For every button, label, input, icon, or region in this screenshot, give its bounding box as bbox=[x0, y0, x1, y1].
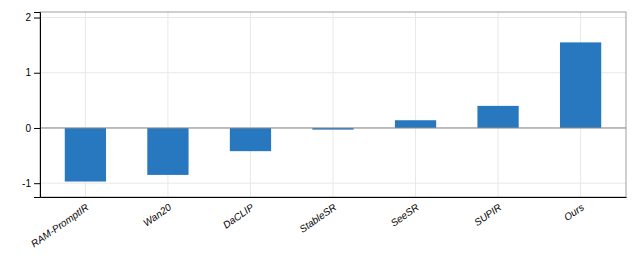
x-tick-label: DaCLIP bbox=[221, 201, 256, 230]
x-tick: SUPIR bbox=[472, 197, 503, 228]
y-tick-mark bbox=[34, 18, 40, 19]
x-grid-line bbox=[250, 12, 251, 197]
y-tick: 0 bbox=[25, 123, 40, 134]
x-tick: SeeSR bbox=[389, 197, 421, 229]
x-tick-label: Ours bbox=[562, 202, 586, 223]
bars bbox=[65, 42, 601, 181]
zero-line bbox=[40, 127, 626, 128]
x-tick: RAM-PromptIR bbox=[29, 197, 91, 249]
y-tick-label: 2 bbox=[25, 12, 31, 23]
y-tick: 1 bbox=[25, 67, 40, 78]
y-tick-mark bbox=[34, 73, 40, 74]
x-tick-label: SUPIR bbox=[472, 202, 503, 229]
y-tick: -1 bbox=[22, 178, 40, 189]
bar bbox=[560, 42, 601, 128]
x-grid-line bbox=[333, 12, 334, 197]
bar bbox=[395, 120, 436, 128]
y-tick-mark bbox=[34, 128, 40, 129]
y-tick-label: 1 bbox=[25, 67, 31, 78]
y-tick: 2 bbox=[25, 12, 40, 23]
grid bbox=[40, 12, 626, 197]
x-grid-line bbox=[498, 12, 499, 197]
x-axis-line bbox=[41, 197, 627, 198]
x-tick-label: SeeSR bbox=[389, 202, 421, 229]
plot: -1 0 1 2 RAM-PromptIR Wan20 DaCLIP StableSR SeeS… bbox=[22, 12, 626, 249]
y-grid-line bbox=[40, 127, 626, 128]
x-tick-label: Wan20 bbox=[141, 201, 173, 228]
x-axis: RAM-PromptIR Wan20 DaCLIP StableSR SeeSR SUPI… bbox=[29, 197, 627, 249]
bar bbox=[147, 128, 188, 175]
x-tick: DaCLIP bbox=[221, 197, 256, 231]
plot-frame bbox=[40, 12, 626, 197]
y-tick-label: 0 bbox=[25, 123, 31, 134]
y-axis: -1 0 1 2 bbox=[22, 12, 40, 197]
x-tick: Wan20 bbox=[141, 197, 173, 229]
x-tick-label: StableSR bbox=[297, 202, 338, 235]
y-tick-mark bbox=[34, 183, 40, 184]
chart: -1 0 1 2 RAM-PromptIR Wan20 DaCLIP StableSR SeeS… bbox=[0, 0, 640, 263]
x-tick: StableSR bbox=[297, 197, 338, 235]
x-tick: Ours bbox=[562, 197, 586, 223]
y-tick-label: -1 bbox=[22, 178, 31, 189]
y-axis-line bbox=[34, 13, 41, 198]
bar bbox=[230, 128, 271, 151]
x-tick-label: RAM-PromptIR bbox=[29, 202, 91, 250]
bar bbox=[65, 128, 106, 182]
x-grid-line bbox=[415, 12, 416, 197]
bar bbox=[477, 106, 518, 128]
